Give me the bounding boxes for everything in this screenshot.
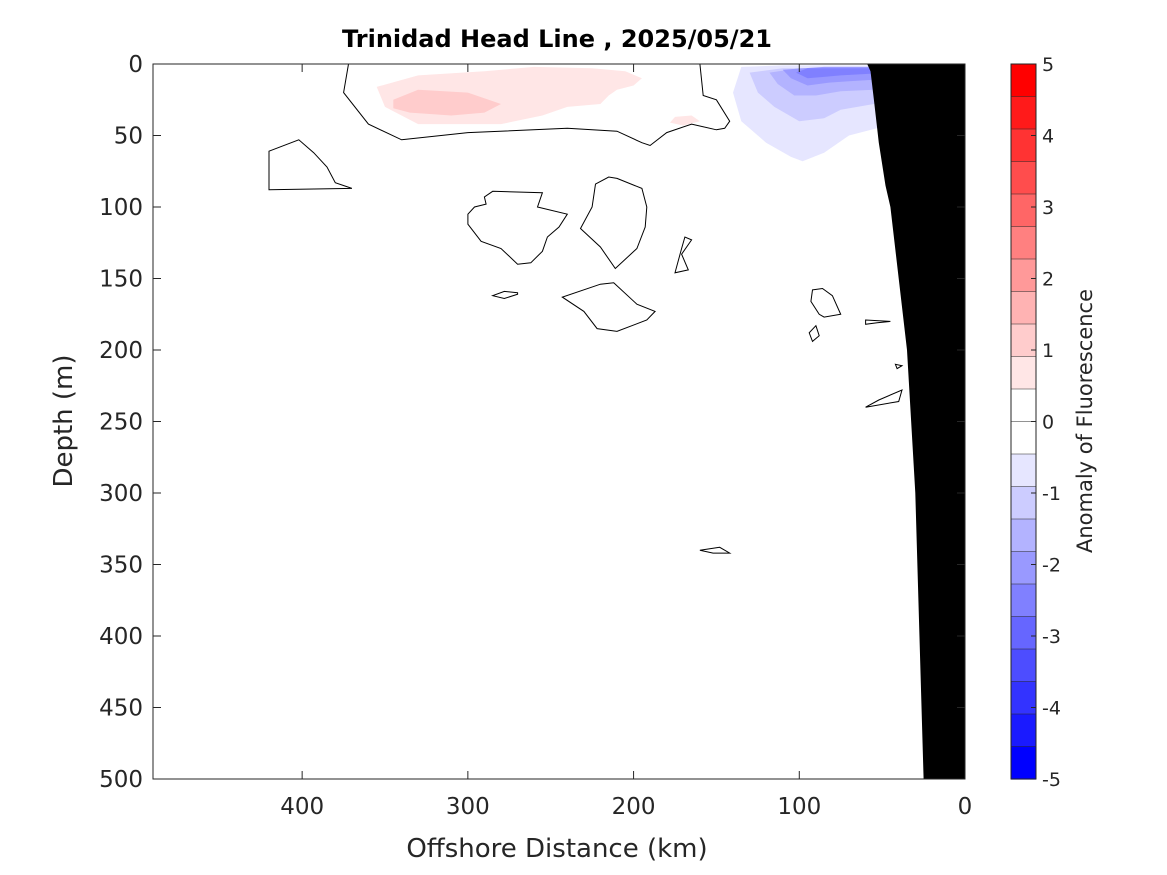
anomaly-patch xyxy=(796,68,888,79)
colorbar-label: Anomaly of Fluorescence xyxy=(1073,289,1097,553)
colorbar-swatch xyxy=(1011,519,1036,553)
colorbar-swatch xyxy=(1011,96,1036,130)
colorbar xyxy=(1011,64,1036,780)
colorbar-swatch xyxy=(1011,389,1036,423)
y-tick-label: 100 xyxy=(99,195,143,221)
colorbar-tick-label: 2 xyxy=(1042,269,1054,291)
colorbar-swatch xyxy=(1011,129,1036,163)
y-tick-label: 250 xyxy=(99,410,143,436)
seafloor-bathymetry xyxy=(867,64,965,779)
x-tick-label: 300 xyxy=(446,794,490,820)
colorbar-swatch xyxy=(1011,194,1036,228)
zero-contour-line xyxy=(894,363,904,370)
zero-contour-line xyxy=(268,139,353,191)
zero-contour-line xyxy=(467,190,569,265)
colorbar-tick-label: -3 xyxy=(1042,626,1061,648)
colorbar-tick-label: 3 xyxy=(1042,197,1054,219)
y-tick-label: 50 xyxy=(114,124,143,150)
anomaly-patch xyxy=(670,115,700,126)
y-tick-label: 150 xyxy=(99,267,143,293)
colorbar-swatch xyxy=(1011,454,1036,488)
colorbar-swatch xyxy=(1011,681,1036,715)
colorbar-swatch xyxy=(1011,421,1036,455)
colorbar-swatch xyxy=(1011,226,1036,260)
y-tick-label: 300 xyxy=(99,481,143,507)
colorbar-tick-label: 1 xyxy=(1042,340,1054,362)
y-tick-label: 400 xyxy=(99,624,143,650)
zero-contour-line xyxy=(865,389,903,408)
x-tick-label: 200 xyxy=(612,794,656,820)
colorbar-swatch xyxy=(1011,551,1036,585)
y-tick-label: 500 xyxy=(99,767,143,793)
zero-contour-line xyxy=(810,287,842,318)
colorbar-ticks: 5 4 3 2 1 0 -1 -2 -3 -4 -5 xyxy=(1031,54,1061,791)
x-axis-label: Offshore Distance (km) xyxy=(406,834,707,864)
colorbar-tick-label: 5 xyxy=(1042,54,1054,76)
colorbar-swatch xyxy=(1011,161,1036,195)
anomaly-patch xyxy=(393,89,501,116)
y-tick-label: 0 xyxy=(128,52,143,78)
colorbar-tick-label: -2 xyxy=(1042,555,1061,577)
colorbar-tick-label: -5 xyxy=(1042,769,1061,791)
y-axis-label: Depth (m) xyxy=(49,354,79,487)
colorbar-tick-label: 4 xyxy=(1042,126,1054,148)
colorbar-swatch xyxy=(1011,324,1036,358)
x-tick-label: 0 xyxy=(958,794,973,820)
colorbar-swatch xyxy=(1011,64,1036,98)
chart-title: Trinidad Head Line , 2025/05/21 xyxy=(342,25,772,53)
y-tick-label: 450 xyxy=(99,696,143,722)
colorbar-swatch xyxy=(1011,746,1036,780)
colorbar-swatch xyxy=(1011,616,1036,650)
y-tick-label: 350 xyxy=(99,553,143,579)
colorbar-swatch xyxy=(1011,486,1036,520)
colorbar-swatch xyxy=(1011,259,1036,293)
colorbar-tick-label: -1 xyxy=(1042,483,1061,505)
x-axis: 400 300 200 100 0 xyxy=(280,64,972,820)
colorbar-tick-label: -4 xyxy=(1042,698,1061,720)
zero-contour-line xyxy=(343,64,731,147)
y-axis: 0 50 100 150 200 250 300 350 400 450 500 xyxy=(99,52,965,793)
zero-contour-line xyxy=(699,546,732,554)
colorbar-swatch xyxy=(1011,649,1036,683)
x-tick-label: 400 xyxy=(280,794,324,820)
colorbar-swatch xyxy=(1011,356,1036,390)
colorbar-frame xyxy=(1010,63,1037,780)
y-tick-label: 200 xyxy=(99,338,143,364)
plot-area xyxy=(153,64,965,779)
zero-contour-line xyxy=(561,282,656,332)
x-tick-label: 100 xyxy=(777,794,821,820)
zero-contour-line xyxy=(865,319,891,325)
colorbar-swatch xyxy=(1011,714,1036,748)
zero-contour-line xyxy=(674,236,693,274)
zero-contour-line xyxy=(808,324,820,343)
colorbar-swatch xyxy=(1011,291,1036,325)
zero-contour-line xyxy=(579,176,648,270)
zero-contour-line xyxy=(490,290,519,300)
colorbar-tick-label: 0 xyxy=(1042,412,1054,434)
colorbar-swatch xyxy=(1011,584,1036,618)
